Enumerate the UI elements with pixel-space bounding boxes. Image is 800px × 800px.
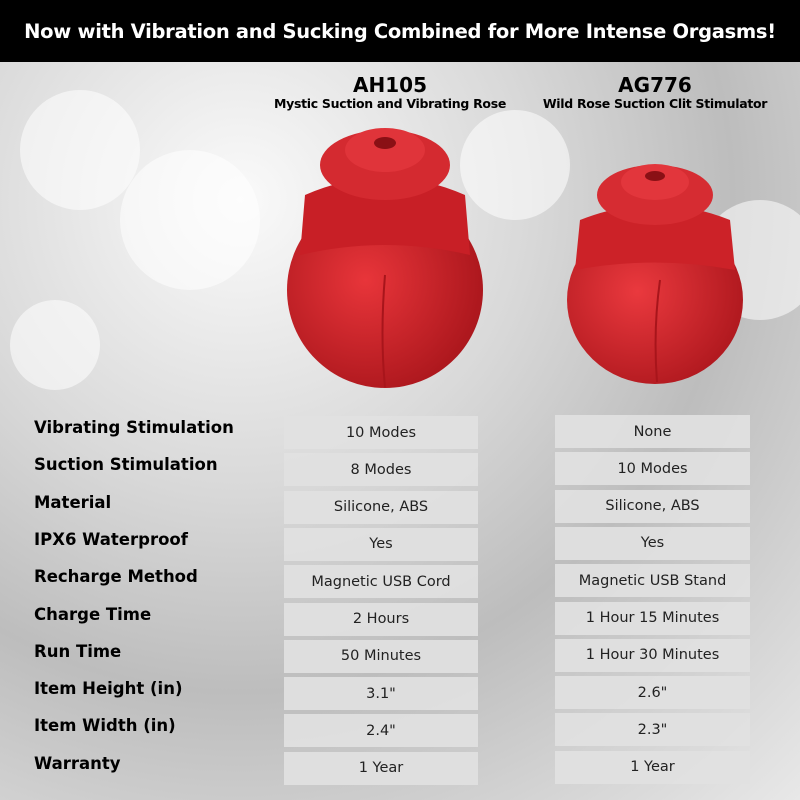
product-name: Wild Rose Suction Clit Stimulator bbox=[542, 96, 768, 111]
cell-ah105: 8 Modes bbox=[284, 453, 478, 487]
bokeh bbox=[20, 90, 140, 210]
row-label: Suction Stimulation bbox=[34, 455, 218, 475]
row-label: Warranty bbox=[34, 753, 121, 773]
cell-ag776: 2.3" bbox=[555, 713, 750, 747]
row-label: Item Height (in) bbox=[34, 679, 183, 699]
row-label: IPX6 Waterproof bbox=[34, 529, 188, 549]
product-name: Mystic Suction and Vibrating Rose bbox=[273, 96, 507, 111]
banner: Now with Vibration and Sucking Combined … bbox=[0, 0, 800, 62]
product-code: AH105 bbox=[353, 73, 427, 97]
row-label: Material bbox=[34, 492, 112, 512]
product-header-2: AG776 Wild Rose Suction Clit Stimulator bbox=[510, 74, 800, 112]
row-label: Recharge Method bbox=[34, 567, 198, 587]
cell-ah105: 2 Hours bbox=[284, 602, 478, 636]
cell-ah105: Yes bbox=[284, 527, 478, 561]
product-code: AG776 bbox=[618, 73, 692, 97]
cell-ag776: None bbox=[555, 415, 750, 448]
cell-ah105: 2.4" bbox=[284, 714, 478, 748]
product-header-1: AH105 Mystic Suction and Vibrating Rose bbox=[240, 74, 540, 112]
cell-ah105: 1 Year bbox=[284, 751, 478, 785]
rose-image-ah105 bbox=[287, 128, 483, 388]
cell-ag776: Yes bbox=[555, 526, 750, 560]
cell-ah105: Magnetic USB Cord bbox=[284, 565, 478, 599]
row-label: Run Time bbox=[34, 641, 122, 661]
cell-ag776: 1 Hour 15 Minutes bbox=[555, 601, 750, 635]
bokeh bbox=[10, 300, 100, 390]
rose-image-ag776 bbox=[567, 164, 743, 384]
cell-ah105: Silicone, ABS bbox=[284, 490, 478, 524]
cell-ah105: 3.1" bbox=[284, 677, 478, 711]
cell-ag776: 1 Year bbox=[555, 750, 750, 784]
cell-ag776: 10 Modes bbox=[555, 452, 750, 486]
cell-ah105: 50 Minutes bbox=[284, 639, 478, 673]
cell-ag776: 1 Hour 30 Minutes bbox=[555, 638, 750, 672]
cell-ah105: 10 Modes bbox=[284, 416, 478, 449]
bokeh bbox=[120, 150, 260, 290]
bokeh bbox=[460, 110, 570, 220]
row-label: Charge Time bbox=[34, 604, 152, 624]
cell-ag776: Silicone, ABS bbox=[555, 489, 750, 523]
row-label: Item Width (in) bbox=[34, 716, 176, 736]
cell-ag776: 2.6" bbox=[555, 676, 750, 710]
row-label: Vibrating Stimulation bbox=[34, 418, 234, 437]
cell-ag776: Magnetic USB Stand bbox=[555, 564, 750, 598]
